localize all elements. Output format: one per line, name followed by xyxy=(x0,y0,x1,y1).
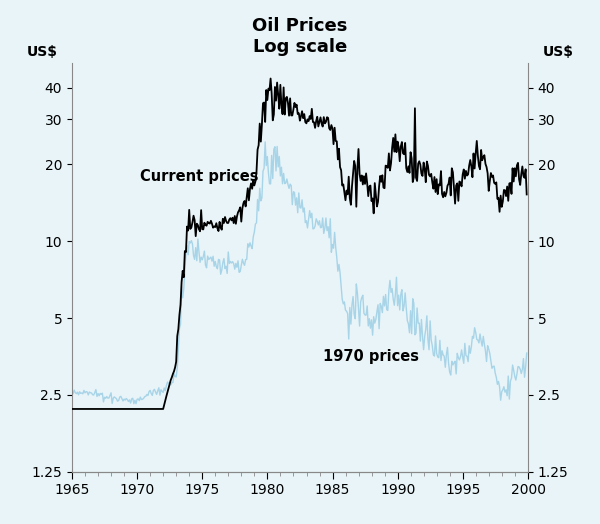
Title: Oil Prices
Log scale: Oil Prices Log scale xyxy=(253,17,347,56)
Text: US$: US$ xyxy=(542,45,574,59)
Text: US$: US$ xyxy=(26,45,58,59)
Text: 1970 prices: 1970 prices xyxy=(323,349,419,364)
Text: Current prices: Current prices xyxy=(140,169,259,184)
